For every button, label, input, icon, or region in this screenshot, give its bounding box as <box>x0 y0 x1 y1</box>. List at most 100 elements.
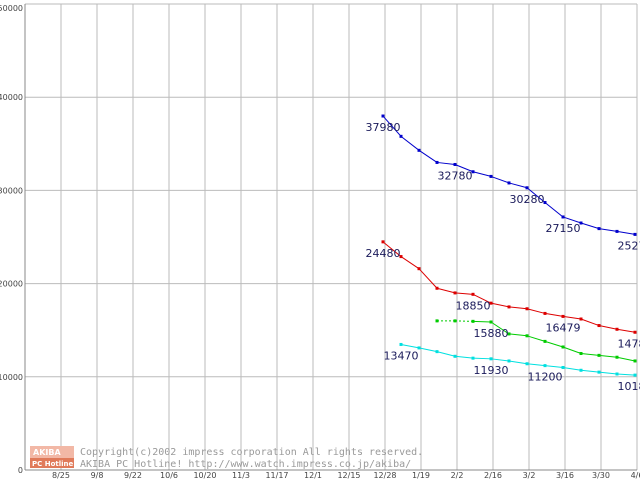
axes <box>25 4 637 470</box>
data-point <box>418 149 421 152</box>
x-tick-label: 11/17 <box>265 471 288 480</box>
y-tick-label: 0 <box>18 466 23 475</box>
data-point <box>634 233 637 236</box>
data-point <box>526 334 529 337</box>
data-point <box>526 186 529 189</box>
series-segment <box>617 231 635 234</box>
x-tick-label: 3/30 <box>592 471 610 480</box>
series-segment <box>473 358 491 359</box>
series-segment <box>401 257 419 269</box>
series-segment <box>545 313 563 316</box>
data-label: 32780 <box>438 169 473 182</box>
series-segment <box>563 347 581 354</box>
data-point <box>616 356 619 359</box>
series-segment <box>401 136 419 150</box>
series-segment <box>581 370 599 372</box>
series-segment <box>581 223 599 229</box>
data-point <box>400 343 403 346</box>
data-label: 16479 <box>546 321 581 334</box>
series-segment <box>599 355 617 357</box>
series-segment <box>563 316 581 319</box>
series-segment <box>545 203 563 217</box>
series-segment <box>419 150 437 162</box>
series-segment <box>509 334 527 336</box>
series-segment <box>509 361 527 364</box>
series-segment <box>599 372 617 374</box>
data-point <box>382 240 385 243</box>
data-point <box>382 115 385 118</box>
series-segment <box>581 354 599 356</box>
series-segment <box>509 307 527 309</box>
series-segment <box>491 176 509 183</box>
data-point <box>634 331 637 334</box>
x-tick-label: 12/1 <box>304 471 322 480</box>
data-point <box>616 230 619 233</box>
data-point <box>616 328 619 331</box>
data-label: 11200 <box>528 371 563 384</box>
x-tick-label: 11/3 <box>232 471 250 480</box>
x-tick-label: 3/2 <box>523 471 536 480</box>
data-label: 25279 <box>618 239 640 252</box>
x-tick-label: 2/2 <box>451 471 464 480</box>
logo-bottom-text: PC Hotline! <box>32 460 76 468</box>
data-point <box>472 357 475 360</box>
series-segment <box>491 303 509 307</box>
series-layer <box>382 115 637 377</box>
data-label: 10180 <box>618 380 640 393</box>
y-tick-label: 50000 <box>0 4 23 13</box>
series-segment <box>599 229 617 232</box>
data-point <box>562 315 565 318</box>
data-point <box>616 373 619 376</box>
data-point <box>454 163 457 166</box>
data-point <box>508 359 511 362</box>
credit-text: AKIBA PC Hotline! http://www.watch.impre… <box>80 459 411 470</box>
data-point <box>508 181 511 184</box>
series-segment <box>419 269 437 289</box>
y-tick-label: 20000 <box>0 280 23 289</box>
series-segment <box>437 288 455 293</box>
x-tick-label: 8/25 <box>52 471 70 480</box>
data-point <box>436 287 439 290</box>
data-label: 14780 <box>618 337 640 350</box>
data-point <box>454 319 457 322</box>
data-point <box>490 320 493 323</box>
series-segment <box>563 367 581 370</box>
series-segment <box>437 352 455 357</box>
data-point <box>508 305 511 308</box>
data-point <box>562 345 565 348</box>
data-label: 37980 <box>366 121 401 134</box>
x-tick-label: 10/20 <box>193 471 216 480</box>
series-segment <box>491 359 509 361</box>
series-2 <box>436 319 637 362</box>
data-point <box>634 359 637 362</box>
data-point <box>544 340 547 343</box>
data-point <box>436 350 439 353</box>
x-tick-label: 4/6 <box>631 471 640 480</box>
x-tick-label: 10/6 <box>160 471 178 480</box>
x-tick-label: 3/16 <box>556 471 574 480</box>
series-segment <box>437 162 455 164</box>
series-segment <box>455 293 473 294</box>
data-label: 30280 <box>510 193 545 206</box>
y-tick-label: 40000 <box>0 93 23 102</box>
series-0 <box>382 115 637 236</box>
data-point <box>562 366 565 369</box>
data-point <box>544 364 547 367</box>
series-segment <box>617 329 635 332</box>
akiba-logo: AKIBA PC Hotline! <box>30 446 76 468</box>
grid-lines <box>25 4 637 470</box>
series-segment <box>545 366 563 368</box>
series-segment <box>473 172 491 177</box>
data-point <box>454 291 457 294</box>
copyright-footer: AKIBA PC Hotline! Copyright(c)2002 impre… <box>30 446 423 470</box>
x-tick-label: 9/8 <box>91 471 104 480</box>
series-segment <box>509 183 527 188</box>
data-point <box>472 320 475 323</box>
data-point <box>526 307 529 310</box>
data-point <box>400 135 403 138</box>
data-label: 27150 <box>546 222 581 235</box>
copyright-text: Copyright(c)2002 impress corporation All… <box>80 447 423 458</box>
